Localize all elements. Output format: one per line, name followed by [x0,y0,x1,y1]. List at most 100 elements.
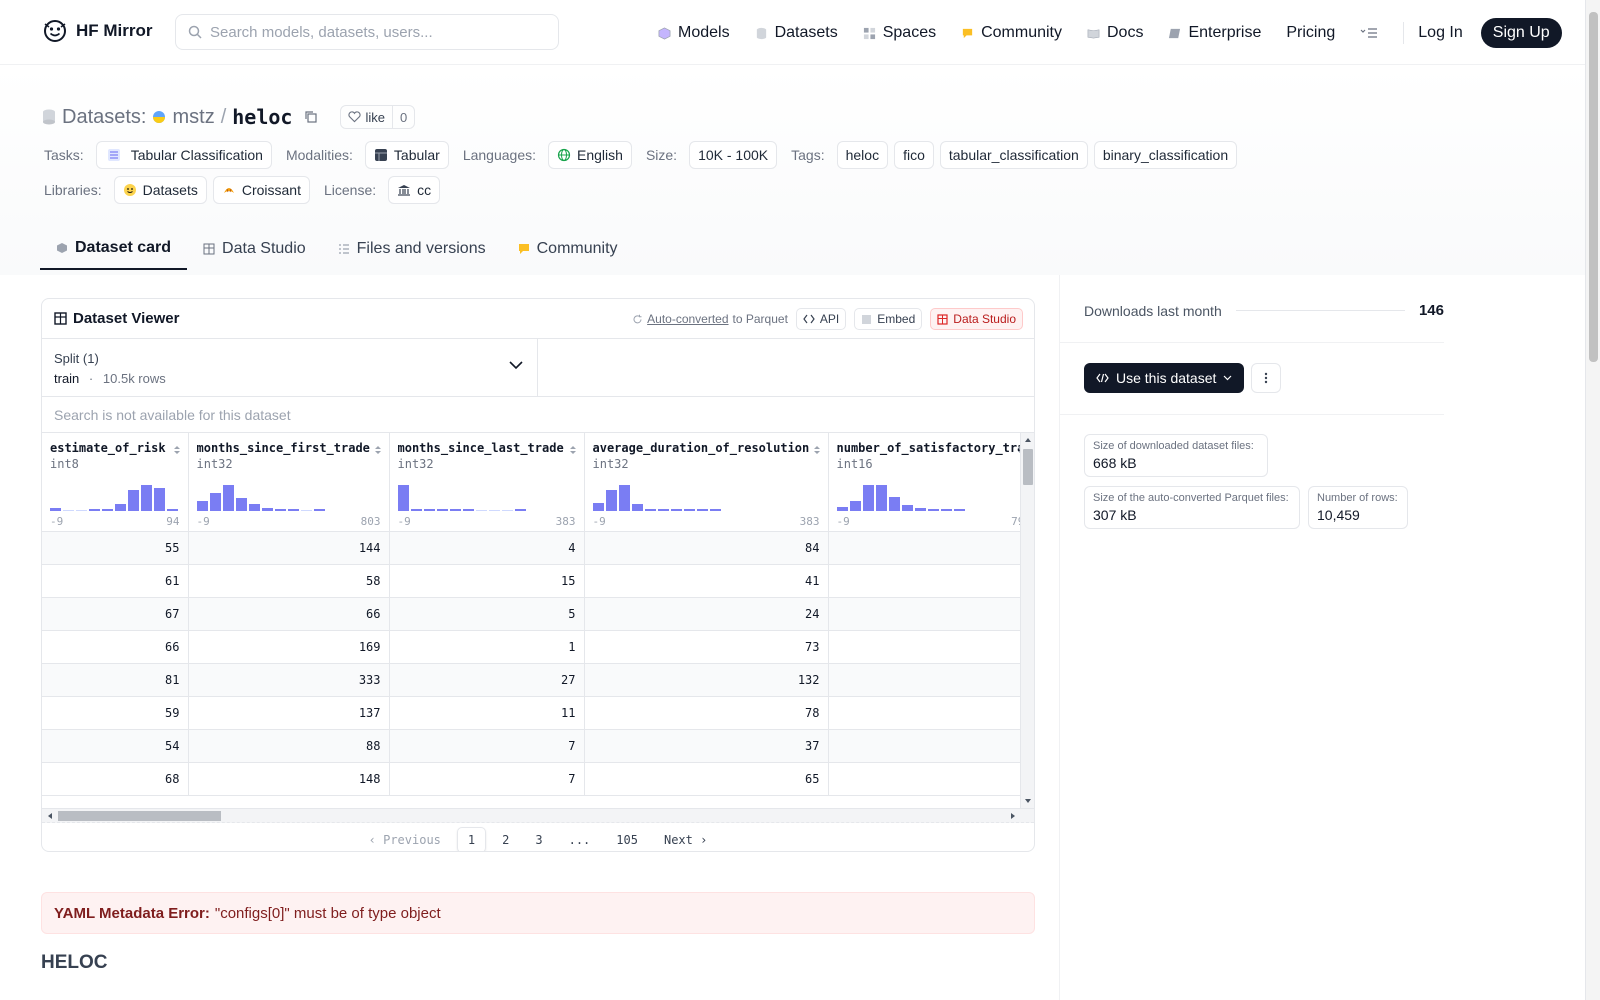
histogram-bar[interactable] [209,492,221,511]
histogram-bar[interactable] [849,500,861,511]
column-header[interactable]: months_since_first_trade int32 -9 803 [188,433,390,532]
histogram-bar[interactable] [222,484,234,511]
table-cell[interactable]: 41 [584,564,829,598]
nav-more-menu[interactable] [1360,19,1378,47]
nav-pricing[interactable]: Pricing [1286,19,1335,47]
page-105[interactable]: 105 [616,833,638,847]
tab-files-and-versions[interactable]: Files and versions [322,228,502,270]
histogram-bar[interactable] [888,496,900,511]
histogram-bar[interactable] [709,508,721,511]
table-cell[interactable]: 148 [188,762,390,796]
table-cell[interactable]: 59 [42,696,189,730]
histogram-bar[interactable] [313,508,325,511]
histogram-bar[interactable] [436,508,448,511]
table-cell[interactable] [828,564,1034,598]
api-button[interactable]: API [795,308,847,330]
table-cell[interactable]: 55 [42,531,189,565]
histogram-bar[interactable] [128,489,139,511]
histogram-bar[interactable] [475,509,487,511]
histogram-bar[interactable] [76,509,87,511]
auto-converted-link[interactable]: Auto-converted [647,312,729,326]
table-cell[interactable] [828,630,1034,664]
histogram-bar[interactable] [901,504,913,511]
table-cell[interactable]: 15 [389,564,585,598]
table-cell[interactable]: 73 [584,630,829,664]
histogram-bar[interactable] [196,500,208,511]
histogram-bar[interactable] [235,497,247,511]
table-cell[interactable] [828,663,1034,697]
table-horizontal-scrollbar[interactable] [42,808,1034,823]
split-selector[interactable]: Split (1) train · 10.5k rows [42,339,538,396]
page-2[interactable]: 2 [502,833,510,847]
histogram-bar[interactable] [102,508,113,511]
page-3[interactable]: 3 [535,833,543,847]
histogram-bar[interactable] [488,509,500,511]
histogram-bar[interactable] [592,502,604,511]
tag-binary-classification[interactable]: binary_classification [1093,141,1238,169]
tag-croissant-library[interactable]: Croissant [212,176,310,204]
table-cell[interactable]: 78 [584,696,829,730]
repo-name[interactable]: heloc [232,105,293,129]
table-cell[interactable]: 65 [584,762,829,796]
logo[interactable]: HF Mirror [42,18,153,44]
histogram-bar[interactable] [836,506,848,511]
histogram-bar[interactable] [410,508,422,511]
table-cell[interactable]: 66 [42,630,189,664]
data-studio-button[interactable]: Data Studio [930,308,1023,330]
histogram-bar[interactable] [927,508,939,511]
tag-tabular[interactable]: Tabular [364,141,449,169]
table-cell[interactable]: 7 [389,729,585,763]
histogram-bar[interactable] [115,503,126,511]
pagination-next[interactable]: Next › [663,833,708,847]
table-cell[interactable]: 11 [389,696,585,730]
histogram-bar[interactable] [50,507,61,511]
histogram-bar[interactable] [154,487,165,511]
like-button[interactable]: like 0 [340,105,416,129]
column-header[interactable]: estimate_of_risk int8 -9 94 [42,433,189,532]
tag-english[interactable]: English [548,141,632,169]
table-cell[interactable]: 68 [42,762,189,796]
table-cell[interactable]: 67 [42,597,189,631]
histogram-bar[interactable] [423,508,435,511]
repo-owner[interactable]: mstz [172,105,215,128]
table-cell[interactable]: 5 [389,597,585,631]
table-cell[interactable]: 81 [42,663,189,697]
histogram-bar[interactable] [274,508,286,511]
table-cell[interactable]: 84 [584,531,829,565]
tag-size[interactable]: 10K - 100K [689,141,778,169]
table-vertical-scroll-thumb[interactable] [1023,449,1033,485]
nav-models[interactable]: Models [658,19,730,47]
table-cell[interactable]: 37 [584,729,829,763]
histogram-bar[interactable] [605,489,617,511]
histogram-bar[interactable] [248,503,260,511]
table-cell[interactable] [828,729,1034,763]
histogram-bar[interactable] [501,509,513,511]
repo-type-label[interactable]: Datasets: [62,105,147,128]
page-scrollbar[interactable] [1585,0,1600,1000]
table-cell[interactable]: 169 [188,630,390,664]
histogram-bar[interactable] [141,484,152,511]
table-cell[interactable]: 132 [584,663,829,697]
tag-license-cc[interactable]: cc [388,176,441,204]
histogram-bar[interactable] [514,508,526,511]
histogram-bar[interactable] [914,507,926,511]
histogram-bar[interactable] [287,508,299,511]
histogram-bar[interactable] [940,508,952,511]
like-toggle[interactable]: like [341,106,393,128]
table-cell[interactable]: 333 [188,663,390,697]
table-cell[interactable]: 144 [188,531,390,565]
nav-community[interactable]: Community [961,19,1062,47]
column-header[interactable]: number_of_satisfactory_tra int16 -9 79 [828,433,1034,532]
table-cell[interactable]: 54 [42,729,189,763]
column-header[interactable]: average_duration_of_resolution int32 -9 383 [584,433,829,532]
tab-dataset-card[interactable]: Dataset card [40,228,188,270]
scroll-right-icon[interactable] [1008,809,1018,823]
histogram-bar[interactable] [618,484,630,511]
signup-button[interactable]: Sign Up [1480,18,1562,48]
login-link[interactable]: Log In [1418,24,1463,41]
histogram-bar[interactable] [953,508,965,511]
tag-tabular-classification[interactable]: Tabular Classification [95,141,272,169]
pagination-previous[interactable]: ‹ Previous [368,833,441,847]
histogram-bar[interactable] [862,484,874,511]
histogram-bar[interactable] [670,508,682,511]
